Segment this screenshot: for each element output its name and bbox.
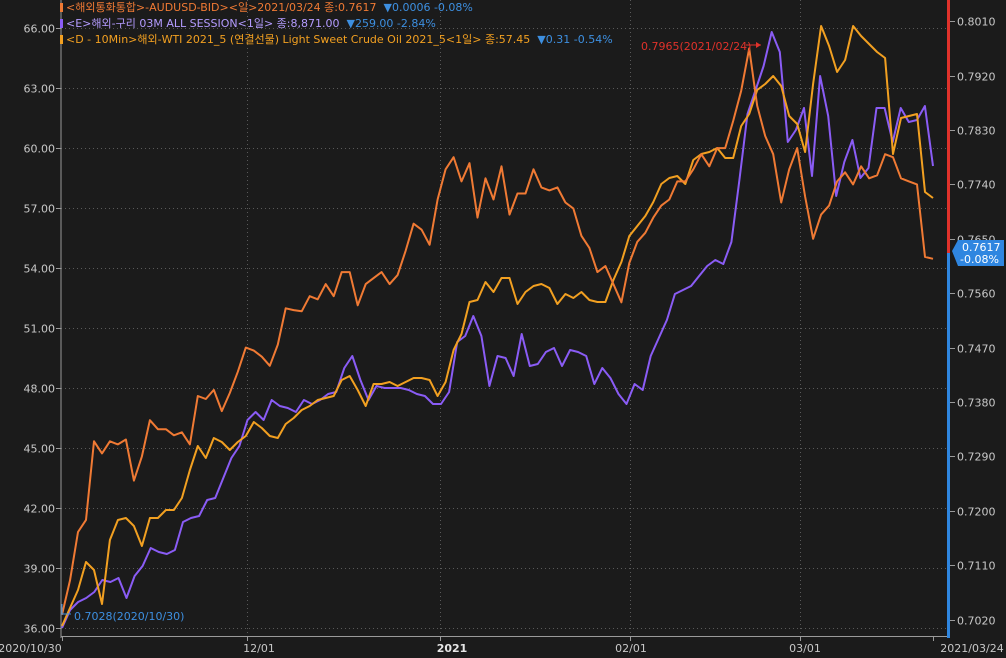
- right-tick-label: 0.7290: [957, 451, 996, 464]
- x-tick-label: 12/01: [243, 642, 275, 655]
- right-tick-label: 0.7200: [957, 506, 996, 519]
- left-tick-label: 51.00: [24, 323, 56, 336]
- left-tick-label: 66.00: [24, 23, 56, 36]
- x-tick-label: 2021/03/24: [940, 642, 1003, 655]
- x-tick-label: 2020/10/30: [0, 642, 62, 655]
- last-price-change: -0.08%: [960, 253, 999, 266]
- right-tick-label: 0.7560: [957, 288, 996, 301]
- right-tick-label: 0.7830: [957, 125, 996, 138]
- left-tick-label: 54.00: [24, 263, 56, 276]
- right-tick-label: 0.7380: [957, 397, 996, 410]
- x-axis-ticks: 2020/10/30 12/01 2021 02/01 03/01 2021/03/24: [0, 636, 1004, 655]
- legend: <해외통화통합>-AUDUSD-BID><일>2021/03/24 종:0.76…: [60, 0, 613, 48]
- last-price-tag: 0.7617 -0.08%: [952, 240, 1004, 266]
- left-tick-label: 57.00: [24, 203, 56, 216]
- left-axis-ticks: 36.00 39.00 42.00 45.00 48.00 51.00 54.00 57.00…: [24, 23, 61, 636]
- legend-item-copper[interactable]: <E>해외-구리 03M ALL SESSION<1일> 종:8,871.00 …: [60, 16, 613, 32]
- legend-marker-aud: [60, 3, 63, 12]
- legend-label-wti: <D - 10Min>해외-WTI 2021_5 (연결선물) Light Sw…: [66, 33, 531, 46]
- right-tick-label: 0.7470: [957, 343, 996, 356]
- left-tick-label: 36.00: [24, 623, 56, 636]
- left-tick-label: 42.00: [24, 503, 56, 516]
- left-tick-label: 60.00: [24, 143, 56, 156]
- x-tick-label: 03/01: [789, 642, 821, 655]
- legend-label-aud: <해외통화통합>-AUDUSD-BID><일>2021/03/24 종:0.76…: [66, 1, 377, 14]
- legend-change-wti: ▼0.31 -0.54%: [537, 33, 613, 46]
- axes: [60, 0, 950, 638]
- x-tick-label: 02/01: [615, 642, 647, 655]
- max-annotation: 0.7965(2021/02/24): [641, 40, 751, 53]
- legend-change-aud: ▼0.0006 -0.08%: [383, 1, 473, 14]
- right-tick-label: 0.7020: [957, 615, 996, 628]
- left-tick-label: 48.00: [24, 383, 56, 396]
- left-tick-label: 39.00: [24, 563, 56, 576]
- right-tick-label: 0.7110: [957, 560, 996, 573]
- series-line-copper: [61, 31, 934, 629]
- series-line-aud: [61, 47, 934, 616]
- legend-item-wti[interactable]: <D - 10Min>해외-WTI 2021_5 (연결선물) Light Sw…: [60, 32, 613, 48]
- legend-marker-wti: [60, 35, 63, 44]
- last-price-value: 0.7617: [962, 241, 1001, 254]
- legend-item-aud[interactable]: <해외통화통합>-AUDUSD-BID><일>2021/03/24 종:0.76…: [60, 0, 613, 16]
- left-tick-label: 63.00: [24, 83, 56, 96]
- min-annotation-leader: [61, 604, 71, 615]
- left-tick-label: 45.00: [24, 443, 56, 456]
- series-line-wti: [61, 25, 934, 627]
- max-annotation-arrow-icon: [756, 42, 761, 48]
- right-tick-label: 0.8010: [957, 16, 996, 29]
- right-tick-label: 0.7920: [957, 71, 996, 84]
- annotations: 0.7965(2021/02/24) 0.7028(2020/10/30) 0.…: [61, 40, 1004, 623]
- legend-marker-copper: [60, 19, 63, 28]
- min-annotation: 0.7028(2020/10/30): [74, 610, 184, 623]
- last-price-tag-shape: [952, 240, 1004, 266]
- right-tick-label: 0.7740: [957, 179, 996, 192]
- legend-change-copper: ▼259.00 -2.84%: [346, 17, 436, 30]
- legend-label-copper: <E>해외-구리 03M ALL SESSION<1일> 종:8,871.00: [66, 17, 340, 30]
- series-layer: [61, 25, 934, 629]
- x-tick-label: 2021: [437, 642, 468, 655]
